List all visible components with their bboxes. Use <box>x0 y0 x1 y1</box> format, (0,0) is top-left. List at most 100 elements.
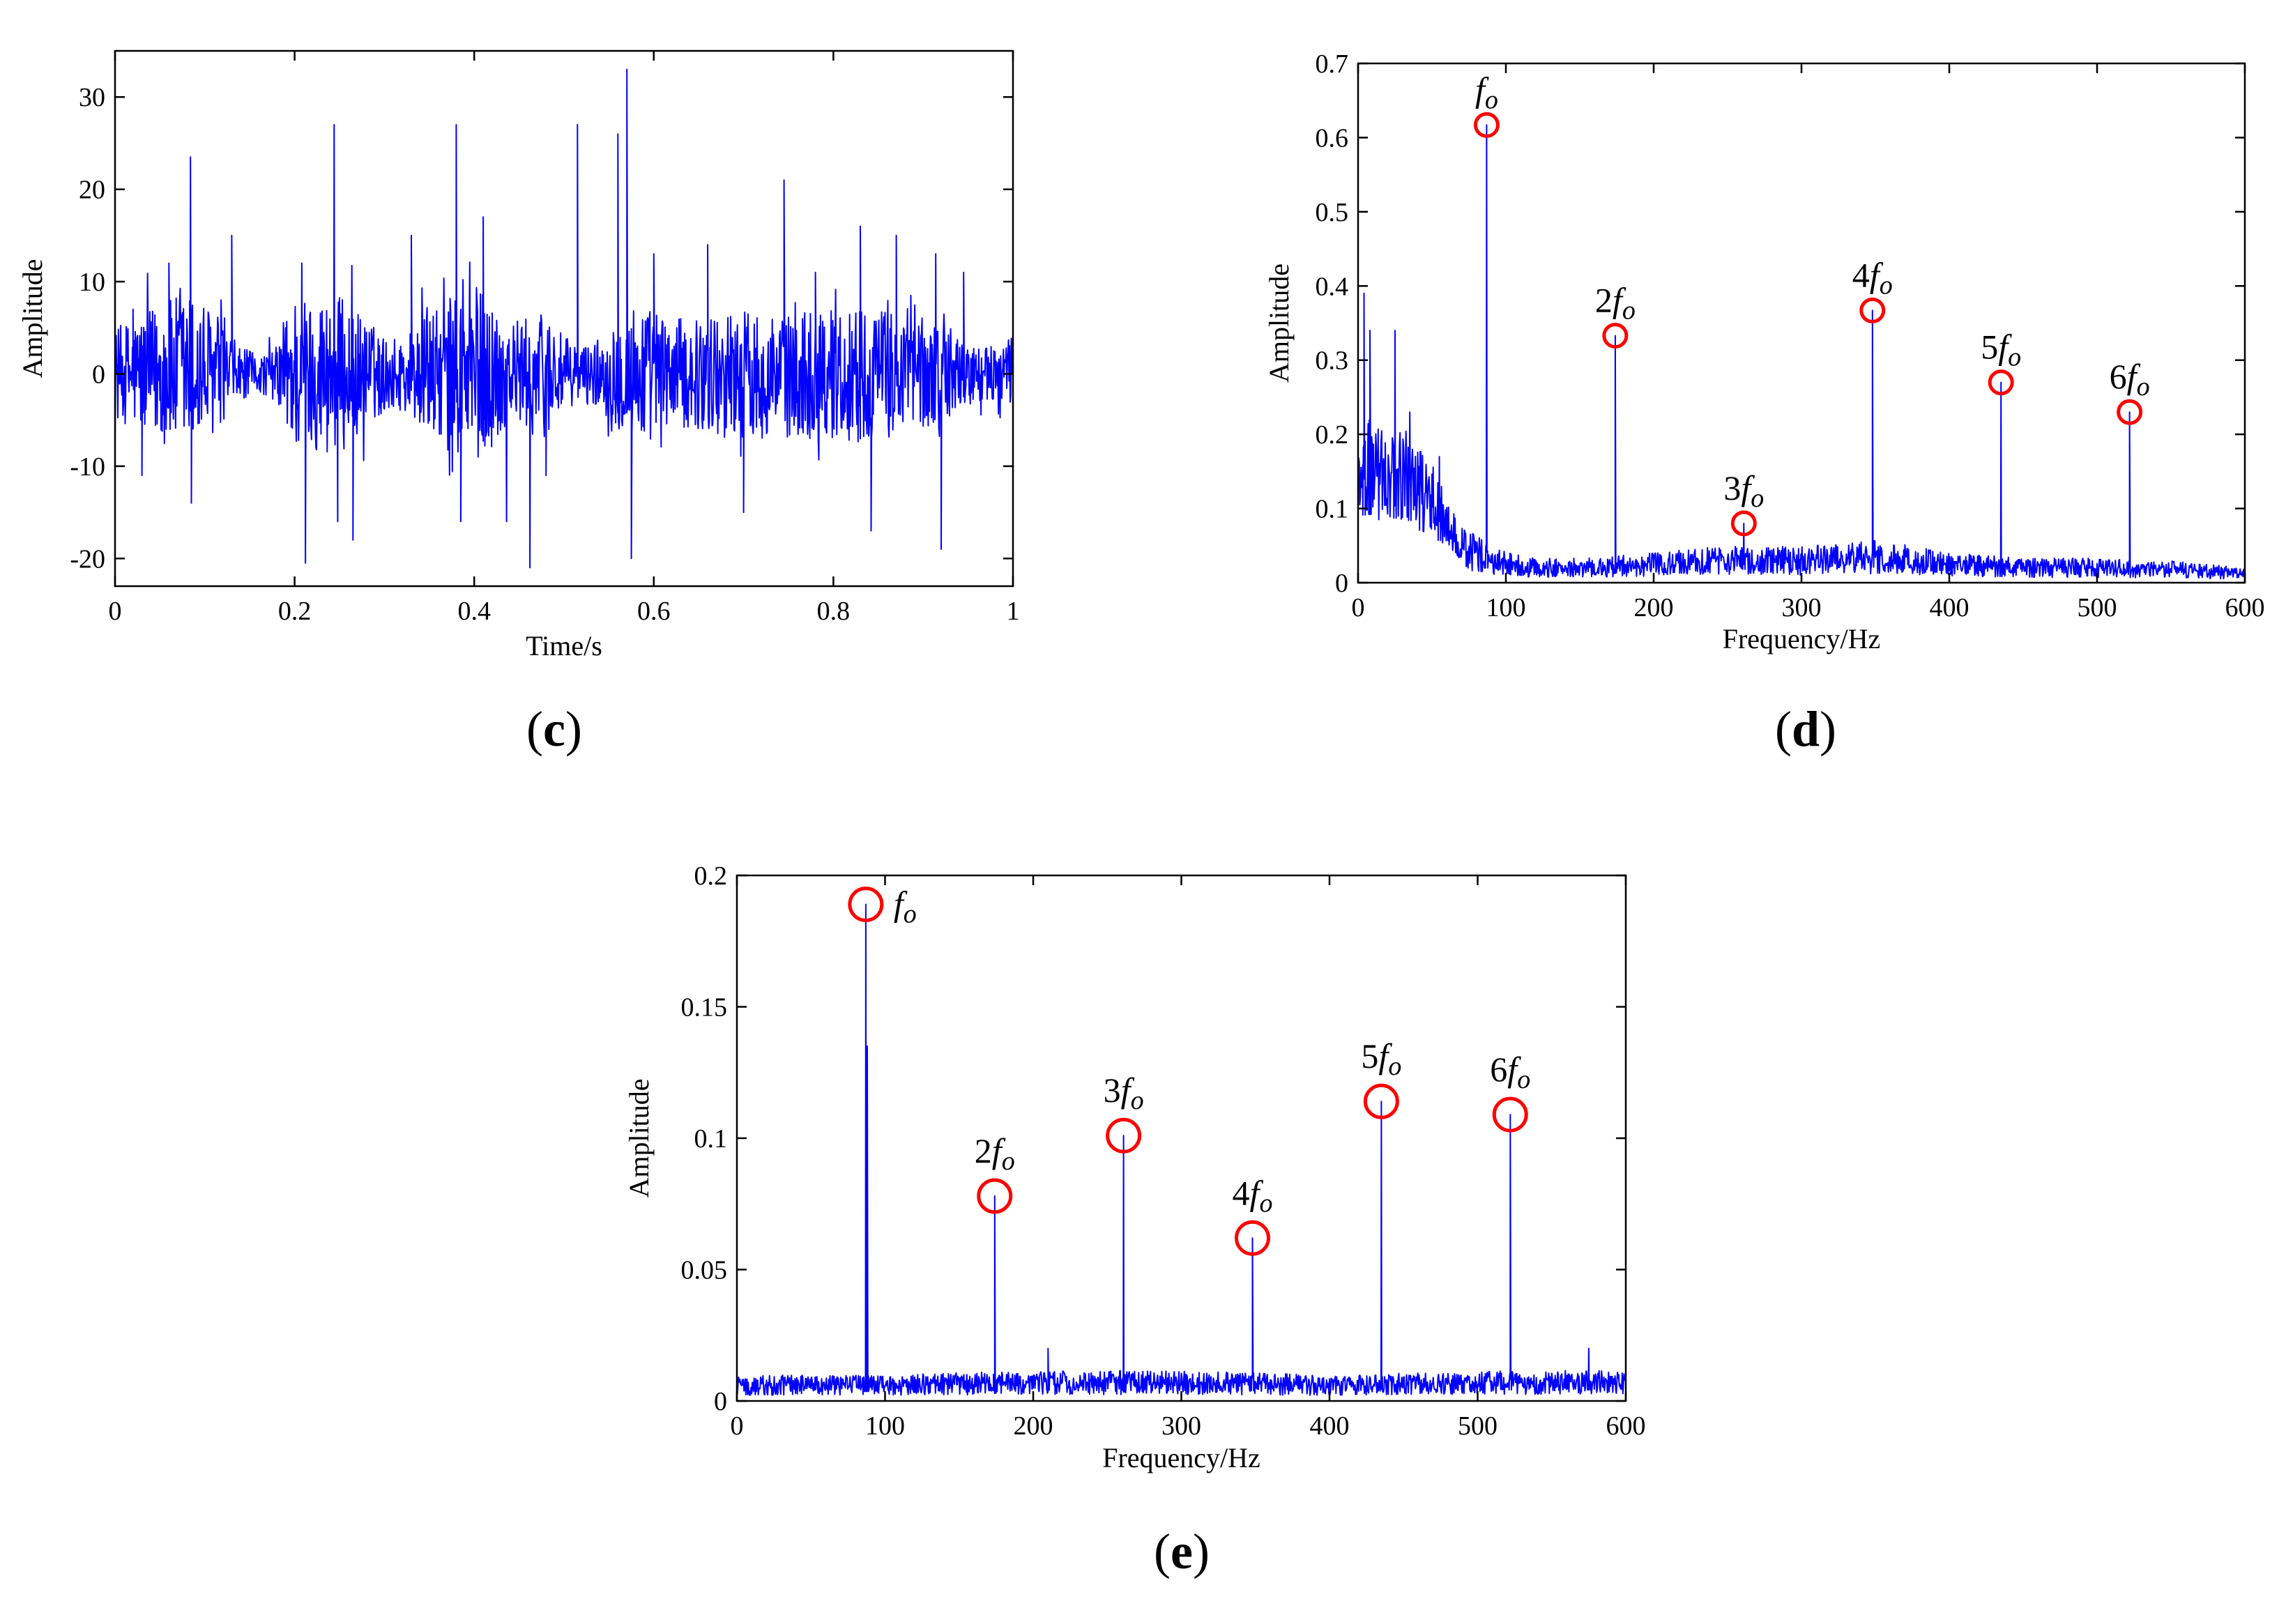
harmonic-marker <box>2117 399 2143 425</box>
harmonic-sub: o <box>1622 296 1636 325</box>
chart-panel-c: 0 0.2 0.4 0.6 0.8 1 -20 -10 0 10 20 30 Time/s Amplitu… <box>17 49 1020 661</box>
panel-paren-open: ( <box>1154 1524 1171 1579</box>
y-tick-label: 10 <box>79 268 105 297</box>
harmonic-sub: o <box>1880 270 1893 300</box>
plot-frame <box>1357 62 2246 584</box>
harmonic-label: 4fo <box>1233 1173 1273 1218</box>
x-tick-label: 400 <box>1930 593 1969 622</box>
y-axis-title: Amplitude <box>623 1078 655 1197</box>
y-tick-label: 0.1 <box>694 1124 728 1154</box>
signal-trace <box>1358 124 2245 580</box>
x-tick-label: 100 <box>865 1411 905 1441</box>
harmonic-order: 2 <box>975 1131 992 1170</box>
y-tick-label: 0.1 <box>1316 495 1349 524</box>
harmonic-sub: o <box>1131 1086 1144 1115</box>
harmonic-order: 6 <box>2110 357 2127 396</box>
signal-trace <box>115 68 1013 569</box>
harmonic-order: 4 <box>1233 1173 1250 1212</box>
y-axis-title: Amplitude <box>17 259 48 378</box>
y-tick-label: 0 <box>92 360 105 389</box>
harmonic-sub: o <box>904 899 917 928</box>
harmonic-sub: o <box>1751 484 1764 513</box>
harmonic-marker <box>1988 369 2014 396</box>
y-tick-label: 0.7 <box>1316 49 1349 79</box>
x-tick-label: 0 <box>1352 593 1365 622</box>
y-axis-title: Amplitude <box>1263 263 1295 383</box>
panel-letter: d <box>1792 701 1820 757</box>
harmonic-sub: o <box>1388 1052 1401 1081</box>
x-tick-label: 0.8 <box>817 597 851 626</box>
panel-letter: c <box>543 701 565 757</box>
x-tick-label: 100 <box>1486 593 1526 622</box>
x-tick-label: 1 <box>1007 597 1020 626</box>
x-tick-label: 300 <box>1782 593 1822 622</box>
y-tick-label: 0.3 <box>1316 346 1349 376</box>
harmonic-marker <box>977 1178 1013 1214</box>
harmonic-marker <box>1859 297 1886 323</box>
harmonic-sub: o <box>1002 1147 1015 1176</box>
harmonic-label: 3fo <box>1723 468 1764 513</box>
y-tick-label: 0.05 <box>681 1256 728 1285</box>
y-tick-label: 0.15 <box>681 993 728 1022</box>
panel-label: (e) <box>1154 1524 1210 1579</box>
plot-frame <box>114 49 1014 588</box>
harmonic-order: 6 <box>1490 1050 1507 1089</box>
harmonic-marker <box>1363 1083 1399 1119</box>
harmonic-order: 4 <box>1852 255 1870 294</box>
harmonic-marker <box>1473 112 1500 138</box>
y-tick-label: 0.5 <box>1316 198 1349 227</box>
x-tick-label: 600 <box>1606 1411 1646 1441</box>
x-tick-label: 0.6 <box>637 597 671 626</box>
y-tick-label: 0 <box>1335 569 1348 598</box>
y-tick-label: 20 <box>79 176 105 205</box>
panel-letter: e <box>1171 1524 1193 1579</box>
y-tick-label: -10 <box>70 452 105 482</box>
harmonic-sub: o <box>2008 343 2021 372</box>
plot-frame <box>736 874 1627 1402</box>
x-tick-label: 400 <box>1310 1411 1350 1441</box>
harmonic-label: 6fo <box>2110 357 2150 401</box>
y-tick-label: 0 <box>714 1387 727 1416</box>
harmonic-sub: o <box>1485 85 1498 114</box>
y-tick-label: 0.2 <box>694 861 728 891</box>
x-tick-label: 0.2 <box>278 597 312 626</box>
panel-paren-open: ( <box>1775 701 1792 757</box>
harmonic-label: 5fo <box>1361 1036 1401 1081</box>
x-tick-label: 200 <box>1014 1411 1053 1441</box>
harmonic-label: fo <box>1475 70 1498 114</box>
harmonic-marker <box>848 886 884 922</box>
x-tick-label: 300 <box>1161 1411 1201 1441</box>
harmonic-label: 2fo <box>975 1131 1015 1176</box>
x-axis-title: Frequency/Hz <box>1723 623 1881 654</box>
signal-trace <box>737 903 1626 1396</box>
x-tick-label: 200 <box>1634 593 1674 622</box>
panel-paren-close: ) <box>1193 1524 1210 1579</box>
harmonic-label: 3fo <box>1104 1071 1144 1115</box>
harmonic-label: 4fo <box>1852 255 1893 300</box>
harmonic-sub: o <box>1517 1065 1530 1094</box>
x-axis-title: Time/s <box>526 630 602 661</box>
y-tick-label: 0.2 <box>1316 420 1349 450</box>
harmonic-marker <box>1730 510 1757 537</box>
panel-label: (d) <box>1775 701 1836 757</box>
chart-panel-e: 0 100 200 300 400 500 600 0 0.05 0.1 0.15 0.2 Freque… <box>623 861 1646 1473</box>
harmonic-label: 2fo <box>1595 281 1636 325</box>
harmonic-sub: o <box>2137 372 2150 401</box>
x-tick-label: 600 <box>2225 593 2265 622</box>
y-tick-label: 30 <box>79 83 105 112</box>
x-tick-label: 0 <box>109 597 122 626</box>
harmonic-marker <box>1106 1117 1142 1154</box>
harmonic-order: 2 <box>1595 281 1613 320</box>
harmonic-sub: o <box>1259 1188 1272 1218</box>
harmonic-order: 3 <box>1723 468 1741 507</box>
y-tick-label: 0.6 <box>1316 123 1349 153</box>
x-tick-label: 500 <box>1458 1411 1498 1441</box>
panel-paren-close: ) <box>565 701 582 757</box>
panel-label: (c) <box>526 701 582 757</box>
harmonic-label: 5fo <box>1981 328 2021 372</box>
x-axis-title: Frequency/Hz <box>1102 1442 1260 1473</box>
harmonic-marker <box>1492 1096 1528 1133</box>
harmonic-marker <box>1602 323 1629 349</box>
chart-panel-d: 0 100 200 300 400 500 600 0 0.1 0.2 0.3 0.4 0.5 0.6 0.… <box>1263 49 2265 654</box>
